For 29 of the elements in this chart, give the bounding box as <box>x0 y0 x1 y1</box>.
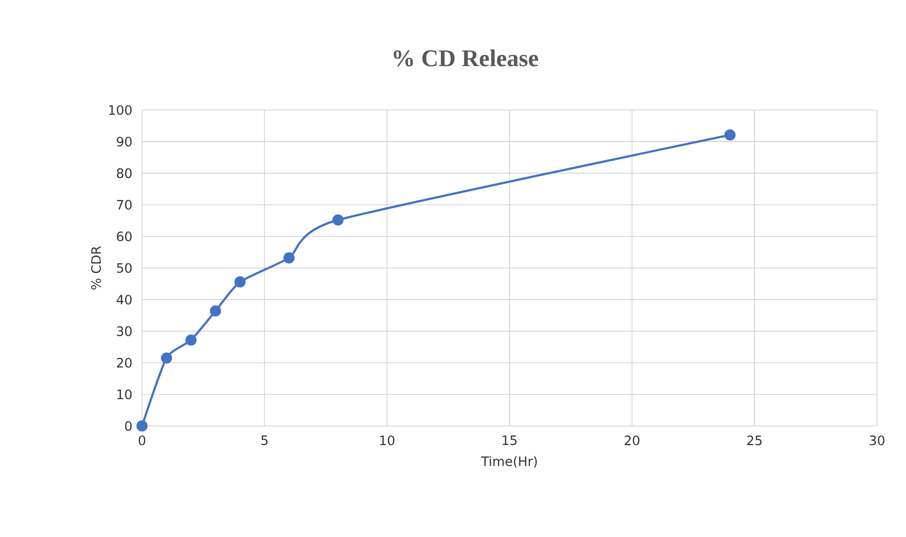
x-tick-label: 25 <box>747 436 762 446</box>
y-axis-title: % CDR <box>91 246 101 290</box>
y-tick-label: 30 <box>116 326 132 336</box>
point <box>283 252 295 264</box>
point <box>332 214 344 226</box>
y-tick-label: 100 <box>109 105 132 115</box>
y-tick-label: 50 <box>117 263 132 273</box>
y-tick-label: 80 <box>116 168 132 178</box>
x-axis-title: Time(Hr) <box>481 456 537 468</box>
y-tick-label: 60 <box>116 231 132 242</box>
y-tick-label: 10 <box>117 389 132 400</box>
y-tick-label: 0 <box>125 421 132 431</box>
x-tick-label: 5 <box>261 436 268 446</box>
y-tick-label: 40 <box>116 294 132 304</box>
x-tick-label: 30 <box>870 436 884 446</box>
x-tick-label: 0 <box>138 436 146 446</box>
y-tick-label: 20 <box>116 358 132 368</box>
point <box>160 352 172 364</box>
chart-title: % CD Release <box>394 50 538 66</box>
point <box>234 276 246 288</box>
point <box>210 305 222 317</box>
point <box>724 129 736 141</box>
point <box>185 334 197 346</box>
y-tick-label: 90 <box>116 136 132 146</box>
x-tick-label: 10 <box>380 436 394 446</box>
y-tick-label: 70 <box>117 200 132 210</box>
x-tick-label: 15 <box>502 436 517 446</box>
x-tick-label: 20 <box>624 436 640 446</box>
point <box>136 420 148 432</box>
